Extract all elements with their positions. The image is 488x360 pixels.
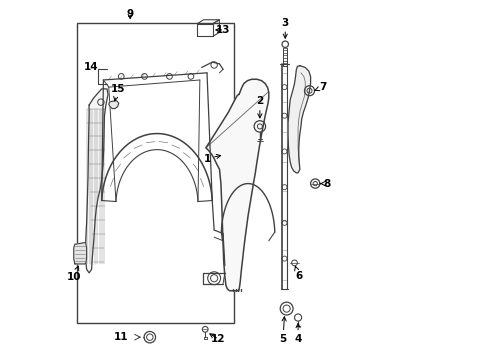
Text: 10: 10 bbox=[66, 266, 81, 282]
Text: 3: 3 bbox=[281, 18, 288, 38]
Text: 14: 14 bbox=[84, 63, 99, 72]
Text: 8: 8 bbox=[320, 179, 329, 189]
Polygon shape bbox=[74, 243, 86, 264]
Text: 9: 9 bbox=[126, 9, 134, 19]
Text: 15: 15 bbox=[110, 84, 124, 101]
Text: 1: 1 bbox=[203, 154, 220, 163]
Bar bbox=[77, 23, 233, 323]
Text: 13: 13 bbox=[215, 25, 230, 35]
Polygon shape bbox=[108, 101, 119, 109]
Polygon shape bbox=[205, 79, 268, 291]
Text: 12: 12 bbox=[209, 334, 224, 343]
Polygon shape bbox=[287, 66, 310, 173]
Text: 11: 11 bbox=[114, 332, 128, 342]
Polygon shape bbox=[85, 89, 108, 273]
Text: 5: 5 bbox=[279, 317, 286, 344]
Text: 4: 4 bbox=[294, 324, 301, 344]
Text: 7: 7 bbox=[314, 82, 326, 92]
Text: 2: 2 bbox=[256, 96, 263, 118]
Text: 6: 6 bbox=[294, 266, 302, 282]
